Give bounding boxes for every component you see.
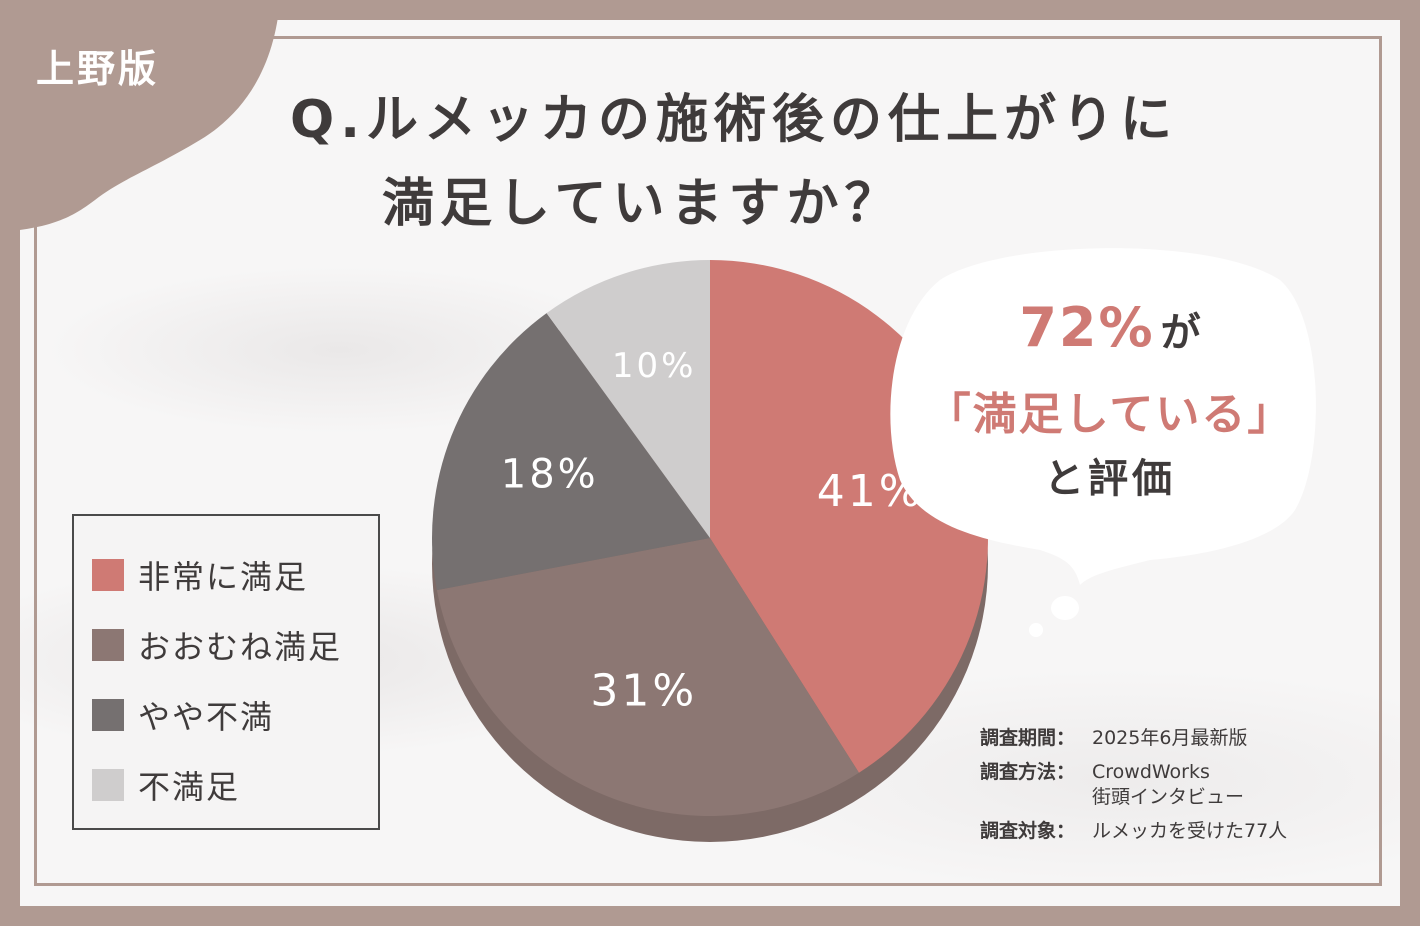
pie-label: 10% [612,346,697,386]
slice-somewhat-dissatisfied [432,313,710,591]
title-line-1: Q.ルメッカの施術後の仕上がりに [290,90,1178,150]
title-line-2: 満足していますか？ [382,174,903,234]
inner-frame [34,36,1382,886]
survey-method-label: 調査方法： [980,761,1076,783]
location-tag: 上野版 [36,47,160,91]
callout-line-1: 72% が [900,296,1320,359]
corner-decoration [0,0,280,232]
callout-line-2: 「満足している」 [900,378,1320,442]
pie-label: 18% [501,452,599,498]
survey-period: 調査期間： 2025年6月最新版 [980,726,1287,751]
survey-target-value: ルメッカを受けた77人 [1092,820,1288,842]
legend-item-fairly-satisfied: おおむね満足 [92,622,342,668]
callout-line-3: と評価 [900,446,1320,504]
legend-swatch [92,559,124,591]
slice-fairly-satisfied [436,538,859,816]
pie-label: 31% [590,666,697,717]
legend-label: やや不満 [138,698,275,736]
survey-method-value-2: 街頭インタビュー [1092,786,1245,808]
legend-item-very-satisfied: 非常に満足 [92,552,308,598]
legend-item-dissatisfied: 不満足 [92,762,240,808]
callout-particle: が [1160,310,1201,356]
callout-percent: 72% [1019,296,1155,359]
survey-period-label: 調査期間： [980,727,1076,749]
survey-target-label: 調査対象： [980,820,1076,842]
legend-item-somewhat-dissatisfied: やや不満 [92,692,274,738]
legend: 非常に満足 おおむね満足 やや不満 不満足 [72,514,380,830]
legend-label: おおむね満足 [138,628,343,666]
legend-swatch [92,629,124,661]
speech-bubble [890,248,1316,637]
survey-info: 調査期間： 2025年6月最新版 調査方法： CrowdWorks 街頭インタビ… [980,726,1287,853]
survey-method: 調査方法： CrowdWorks 街頭インタビュー [980,760,1287,810]
callout-quote: 「満足している」 [926,389,1294,440]
survey-method-value-1: CrowdWorks [1092,761,1210,783]
slice-dissatisfied [546,260,710,538]
legend-label: 非常に満足 [138,558,309,596]
legend-swatch [92,769,124,801]
page-title: Q.ルメッカの施術後の仕上がりに 満足していますか？ [290,78,1370,246]
legend-label: 不満足 [138,768,241,806]
legend-swatch [92,699,124,731]
callout-tail: と評価 [1044,456,1176,502]
survey-method-value: CrowdWorks 街頭インタビュー [1092,760,1244,810]
survey-period-value: 2025年6月最新版 [1092,727,1248,749]
survey-target: 調査対象： ルメッカを受けた77人 [980,819,1287,844]
